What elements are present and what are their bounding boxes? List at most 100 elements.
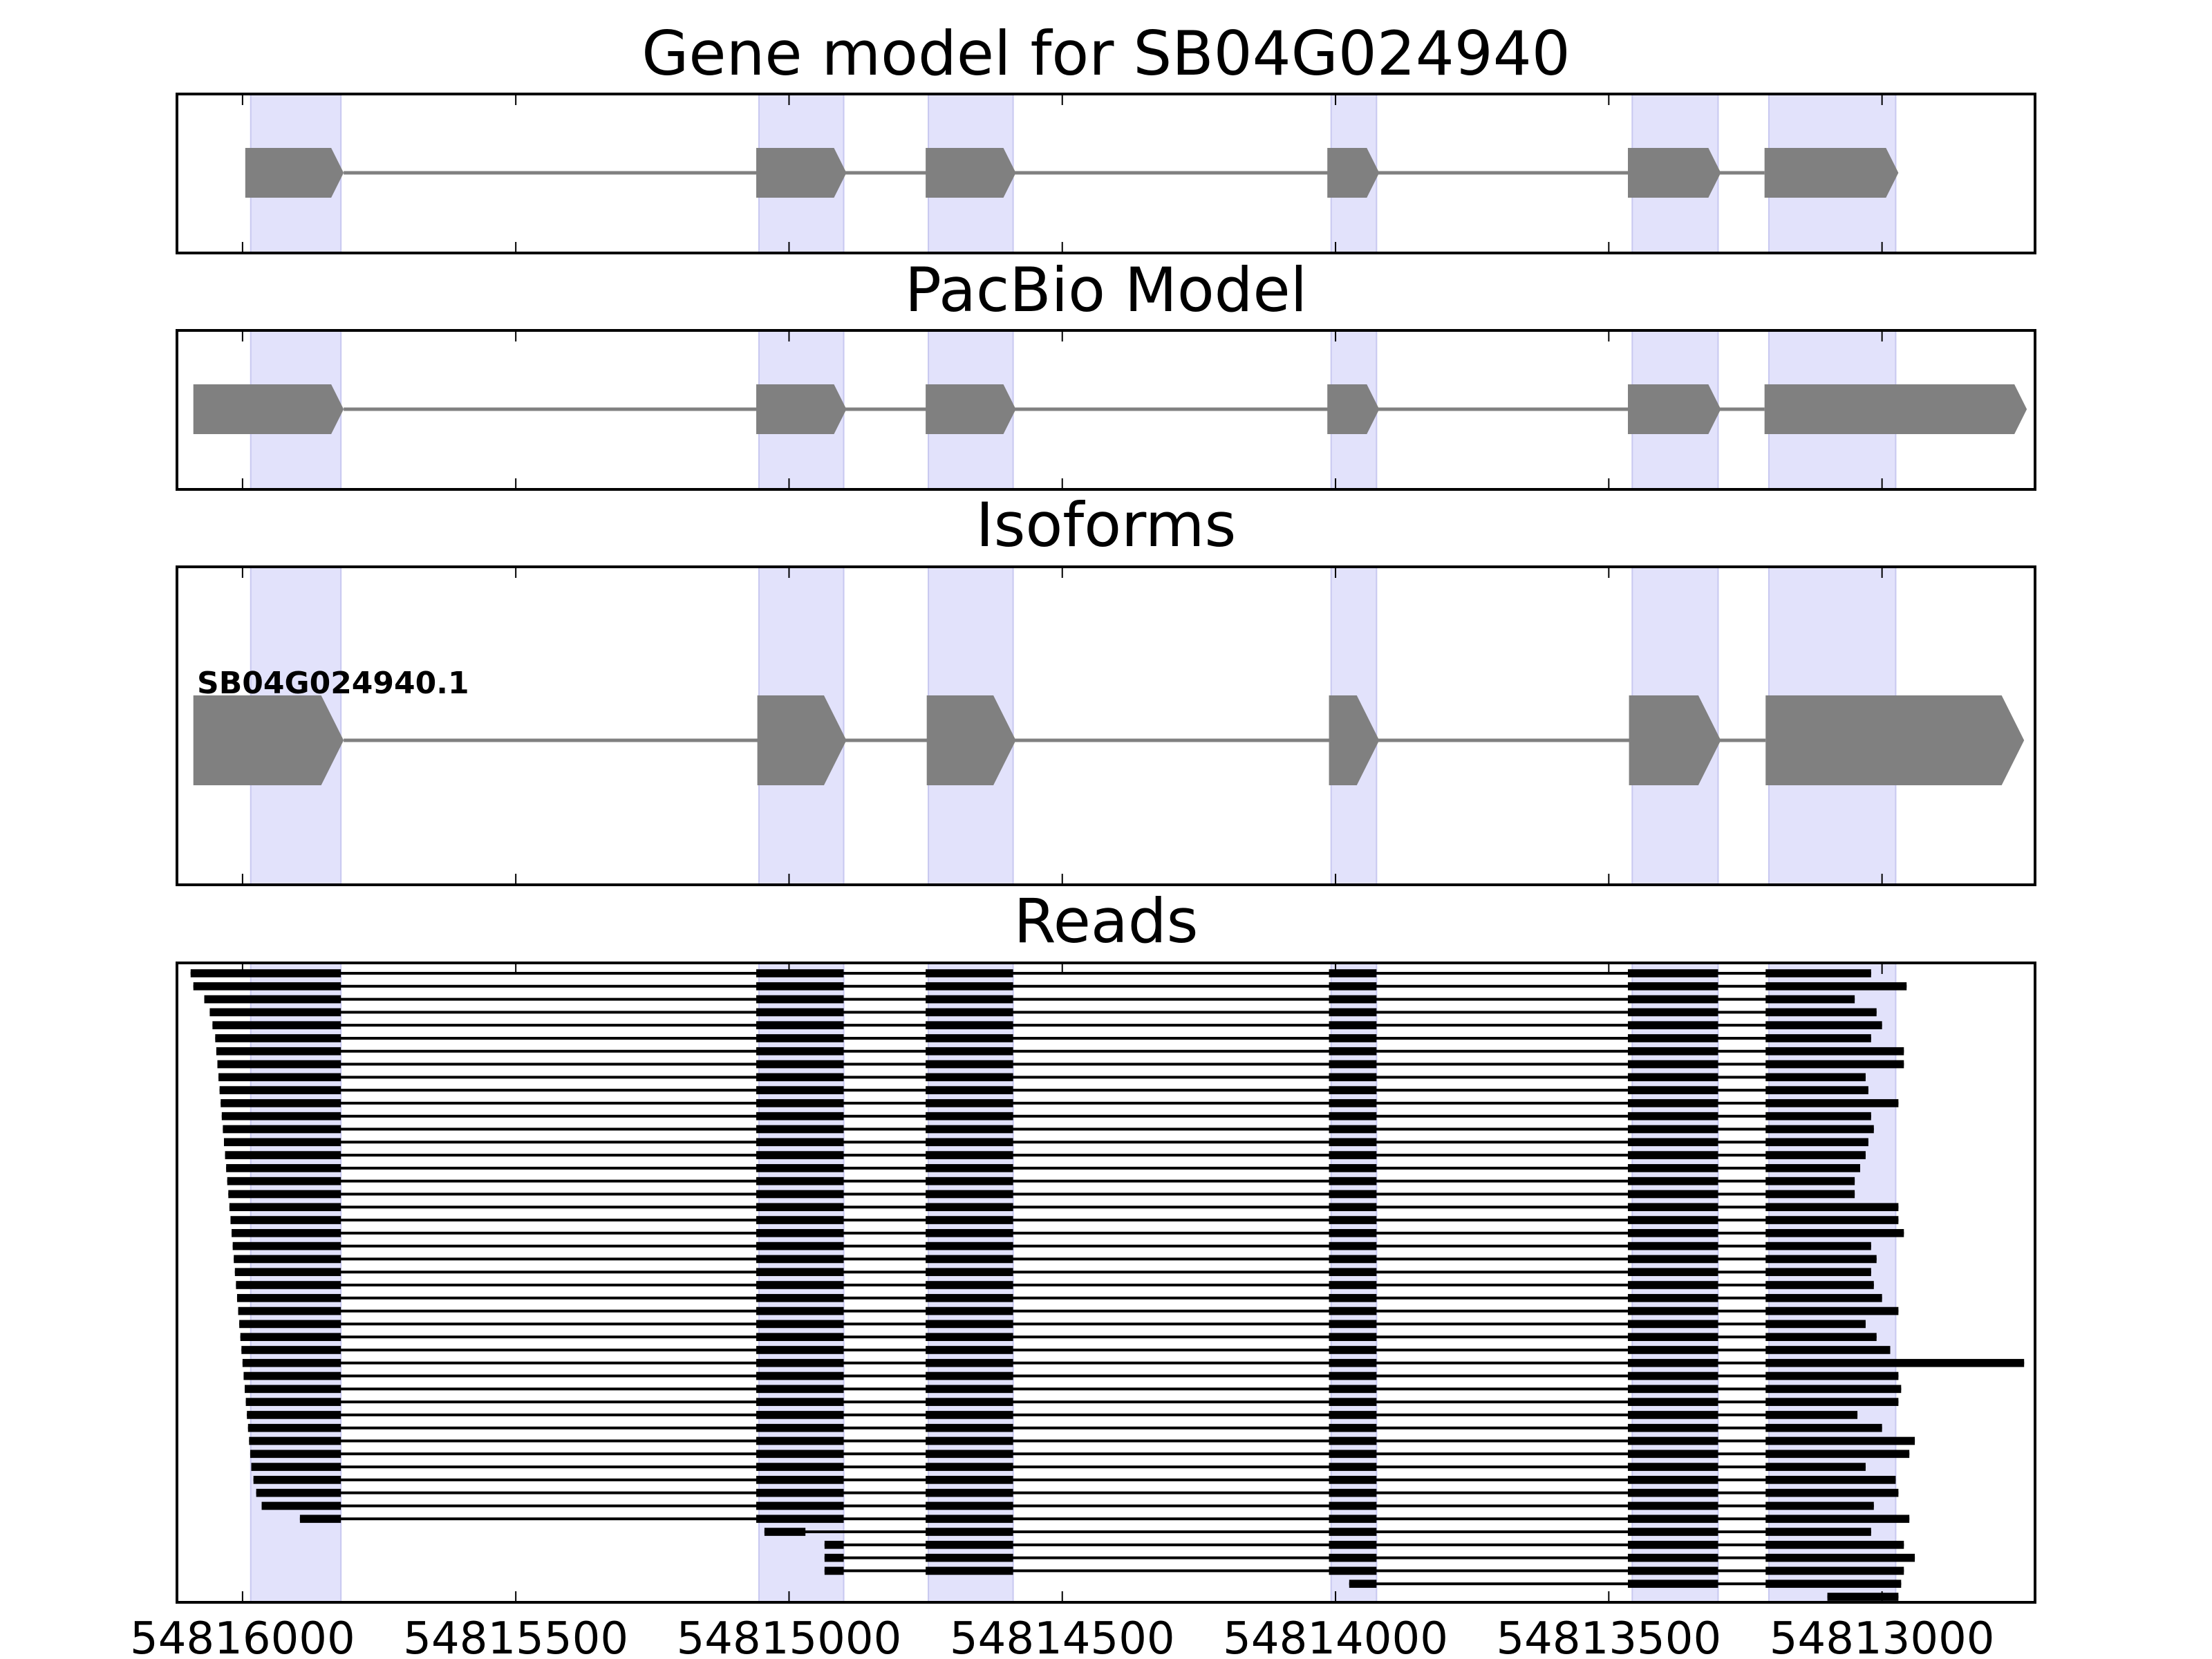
read-block	[1765, 1164, 1861, 1172]
read	[253, 1476, 1896, 1484]
read-block	[1765, 1268, 1871, 1277]
read-block	[756, 995, 844, 1004]
pacbio-model-panel	[176, 329, 2036, 491]
read-block	[756, 1099, 844, 1107]
read	[215, 1034, 1871, 1042]
read-block	[1765, 1423, 1882, 1432]
read-block	[1329, 1488, 1377, 1497]
read-block	[824, 1541, 844, 1549]
read-block	[756, 1255, 844, 1264]
read-block	[756, 1008, 844, 1017]
read-block	[1329, 1528, 1377, 1536]
read-block	[824, 1553, 844, 1562]
read	[247, 1411, 1858, 1419]
read-block	[926, 1553, 1013, 1562]
exon-arrow	[926, 384, 1016, 434]
read-block	[1765, 1385, 1902, 1394]
read-block	[1329, 1229, 1377, 1237]
read-block	[1765, 1281, 1874, 1289]
read-block	[1329, 1411, 1377, 1419]
read-block	[1765, 1293, 1882, 1302]
read-block	[1628, 1528, 1718, 1536]
read-block	[756, 1411, 844, 1419]
read	[247, 1423, 1882, 1432]
read	[223, 1138, 1868, 1147]
panel-frame	[176, 962, 2036, 1604]
read-block	[1765, 969, 1871, 977]
read-block	[229, 1203, 341, 1212]
read-block	[1329, 1463, 1377, 1471]
read-block	[926, 1450, 1013, 1459]
read-block	[926, 1358, 1013, 1367]
read-block	[756, 1241, 844, 1250]
read-block	[1628, 1021, 1718, 1029]
read-block	[926, 1086, 1013, 1094]
read-block	[926, 995, 1013, 1004]
exon-arrow	[1764, 148, 1899, 198]
read	[234, 1268, 1871, 1277]
read	[1827, 1593, 1899, 1601]
read-block	[236, 1293, 341, 1302]
read-block	[756, 1436, 844, 1445]
read-block	[926, 1398, 1013, 1406]
read-block	[1329, 1320, 1377, 1329]
read-block	[756, 1293, 844, 1302]
read-block	[1628, 1515, 1718, 1524]
read	[824, 1566, 1904, 1575]
read-block	[1765, 1476, 1896, 1484]
read	[764, 1528, 1871, 1536]
read-block	[245, 1385, 341, 1394]
read-block	[1628, 1281, 1718, 1289]
read	[261, 1501, 1874, 1510]
read-block	[245, 1398, 341, 1406]
read-block	[241, 1346, 341, 1354]
read-block	[926, 1073, 1013, 1082]
read-block	[1765, 1021, 1882, 1029]
read-block	[1329, 1255, 1377, 1264]
read-block	[1765, 1320, 1866, 1329]
read-block	[1329, 1371, 1377, 1380]
isoform-label: SB04G024940.1	[197, 666, 469, 701]
read-block	[1329, 1073, 1377, 1082]
read-block	[1329, 1216, 1377, 1224]
read-block	[234, 1268, 341, 1277]
read-block	[926, 1293, 1013, 1302]
read-block	[251, 1463, 341, 1471]
read	[221, 1099, 1899, 1107]
read-block	[1628, 1060, 1718, 1069]
x-tick-label: 54814500	[950, 1613, 1175, 1659]
gene-model-title: Gene model for SB04G024940	[641, 18, 1571, 89]
read-block	[1628, 1385, 1718, 1394]
read-block	[756, 1151, 844, 1159]
read-block	[1628, 1450, 1718, 1459]
read-block	[756, 1190, 844, 1199]
read-block	[1765, 1177, 1855, 1185]
read-block	[223, 1138, 341, 1147]
read-block	[756, 1164, 844, 1172]
read-block	[926, 969, 1013, 977]
read-block	[1628, 1190, 1718, 1199]
read-block	[1765, 1229, 1904, 1237]
read-block	[1628, 1411, 1718, 1419]
read	[212, 1021, 1882, 1029]
read-block	[1329, 1086, 1377, 1094]
read-block	[1329, 1385, 1377, 1394]
read	[240, 1333, 1877, 1341]
read-block	[1765, 1488, 1899, 1497]
read-block	[232, 1229, 341, 1237]
read-block	[1765, 1034, 1871, 1042]
read-block	[1765, 1047, 1904, 1056]
read-block	[239, 1320, 341, 1329]
read-block	[1329, 1333, 1377, 1341]
read-block	[1628, 1138, 1718, 1147]
panel-frame	[176, 565, 2036, 886]
read-block	[261, 1501, 341, 1510]
read-block	[1628, 1320, 1718, 1329]
read-block	[926, 1112, 1013, 1121]
read	[227, 1177, 1855, 1185]
read-block	[1765, 1008, 1877, 1017]
read-block	[756, 1216, 844, 1224]
read-block	[204, 995, 341, 1004]
exon-arrow	[245, 148, 344, 198]
